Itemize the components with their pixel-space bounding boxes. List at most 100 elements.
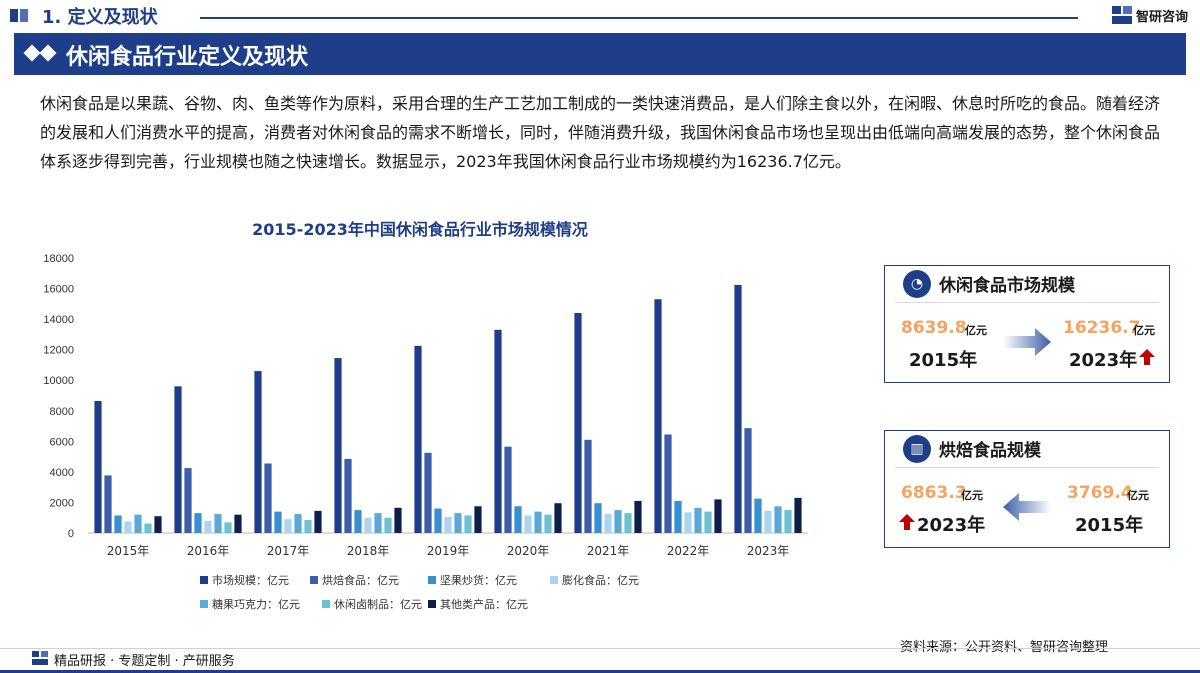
footer: 精品研报 · 专题定制 · 产研服务 — [0, 646, 1200, 673]
bar — [304, 520, 312, 533]
legend-label: 烘焙食品：亿元 — [322, 573, 399, 587]
bar — [714, 499, 722, 533]
bar — [664, 434, 672, 533]
y-tick-label: 8000 — [50, 406, 74, 418]
bar — [334, 358, 342, 533]
x-tick-label: 2019年 — [427, 544, 470, 558]
y-tick-label: 0 — [68, 528, 74, 540]
card-divider — [895, 302, 1159, 303]
bar — [264, 463, 272, 533]
legend-label: 坚果炒货：亿元 — [440, 573, 517, 587]
title-banner: 休闲食品行业定义及现状 — [14, 33, 1186, 75]
up-arrow-icon — [899, 514, 915, 530]
bar — [464, 515, 472, 533]
y-tick-label: 10000 — [43, 375, 74, 387]
legend-label: 糖果巧克力：亿元 — [212, 597, 300, 611]
bar — [184, 468, 192, 533]
bar — [314, 510, 322, 533]
footer-divider — [0, 648, 1200, 649]
y-tick-label: 2000 — [50, 497, 74, 509]
bar — [254, 371, 262, 533]
brand-logo-icon — [1111, 6, 1132, 24]
legend-label: 膨化食品：亿元 — [562, 573, 639, 587]
bar — [274, 511, 282, 533]
market-from-unit: 亿元 — [965, 324, 987, 337]
bar — [144, 523, 152, 533]
bar — [284, 519, 292, 533]
y-tick-label: 16000 — [43, 284, 74, 296]
bakery-from-year: 2015年 — [1075, 515, 1144, 536]
bar-chart: 0 2000 4000 6000 8000 10000 12000 14000 16000 180… — [43, 253, 808, 611]
bar — [594, 503, 602, 533]
bakery-size-card: ▥ 烘焙食品规模 6863.3 亿元 2023年 3769.4 亿元 2015年 — [884, 430, 1170, 548]
bar — [544, 514, 552, 533]
bar — [154, 516, 162, 533]
right-arrow-icon — [1003, 328, 1051, 356]
bar — [734, 284, 742, 533]
y-tick-label: 4000 — [50, 467, 74, 479]
bar — [744, 428, 752, 533]
x-tick-label: 2015年 — [107, 544, 150, 558]
market-from-value: 8639.8 — [901, 318, 967, 338]
bakery-to-value: 6863.3 — [901, 483, 967, 503]
bar — [174, 386, 182, 533]
x-tick-label: 2016年 — [187, 544, 230, 558]
y-tick-label: 6000 — [50, 436, 74, 448]
bakery-to-unit: 亿元 — [961, 489, 983, 502]
bar — [554, 503, 562, 533]
legend-swatch — [200, 600, 208, 608]
y-tick-label: 12000 — [43, 345, 74, 357]
page-title: 休闲食品行业定义及现状 — [66, 45, 309, 70]
card-divider — [895, 467, 1159, 468]
chart-title: 2015-2023年中国休闲食品行业市场规模情况 — [252, 220, 588, 239]
section-marker-icon — [10, 9, 34, 22]
bar — [424, 452, 432, 533]
bar — [614, 510, 622, 533]
bakery-from-unit: 亿元 — [1127, 489, 1149, 502]
bar — [94, 401, 102, 533]
bottom-accent-bar — [0, 670, 1200, 673]
bar — [104, 475, 112, 533]
top-bar: 1. 定义及现状 智研咨询 — [0, 0, 1200, 30]
bar — [784, 510, 792, 533]
bar — [414, 345, 422, 533]
bar — [584, 439, 592, 533]
up-arrow-icon — [1139, 349, 1155, 365]
legend-swatch — [200, 576, 208, 584]
bar — [384, 517, 392, 533]
bar — [704, 511, 712, 533]
market-to-unit: 亿元 — [1133, 324, 1155, 337]
bar — [134, 514, 142, 533]
legend-swatch — [322, 600, 330, 608]
y-tick-label: 14000 — [43, 314, 74, 326]
left-arrow-icon — [1003, 493, 1051, 521]
legend-swatch — [550, 576, 558, 584]
legend-swatch — [310, 576, 318, 584]
bar — [214, 513, 222, 533]
bar — [224, 522, 232, 533]
y-tick-label: 18000 — [43, 253, 74, 265]
bar — [574, 313, 582, 533]
bar — [504, 446, 512, 533]
chart-circle-icon: ◔ — [903, 270, 931, 298]
bar-chart-icon: ▥ — [903, 435, 931, 463]
bar — [194, 513, 202, 533]
diamond-icon — [23, 44, 41, 62]
bar — [344, 458, 352, 533]
brand-logo-icon — [32, 651, 48, 665]
bar — [764, 510, 772, 533]
bar — [354, 510, 362, 533]
bar — [364, 517, 372, 533]
x-tick-label: 2020年 — [507, 544, 550, 558]
x-tick-label: 2023年 — [747, 544, 790, 558]
legend-swatch — [428, 600, 436, 608]
brand-name: 智研咨询 — [1135, 9, 1188, 25]
bar — [124, 521, 132, 533]
bar — [674, 500, 682, 533]
bar — [494, 329, 502, 533]
bar — [114, 515, 122, 533]
section-title: 1. 定义及现状 — [42, 7, 158, 28]
footer-slogan: 精品研报 · 专题定制 · 产研服务 — [54, 654, 235, 669]
market-size-card: ◔ 休闲食品市场规模 8639.8 亿元 2015年 16236.7 亿元 20… — [884, 265, 1170, 383]
bakery-from-value: 3769.4 — [1067, 483, 1133, 503]
